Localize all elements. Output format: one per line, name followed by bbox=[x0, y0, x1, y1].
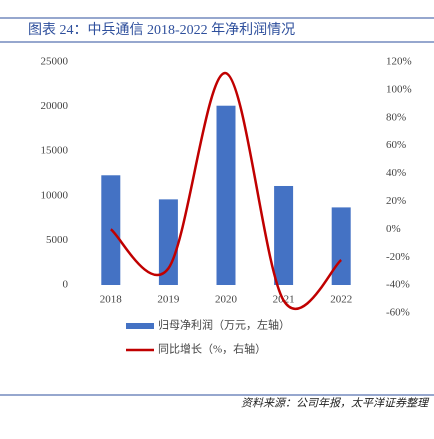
y-tick-label: 0 bbox=[63, 279, 69, 291]
y2-tick-label: 20% bbox=[386, 195, 406, 207]
x-tick-label: 2020 bbox=[215, 294, 238, 306]
y2-tick-label: -40% bbox=[386, 279, 410, 291]
y-tick-label: 15000 bbox=[41, 145, 69, 157]
line bbox=[109, 71, 343, 311]
bar bbox=[158, 199, 178, 285]
x-tick-label: 2018 bbox=[100, 294, 123, 306]
y2-tick-label: 120% bbox=[386, 56, 412, 68]
legend-swatch bbox=[126, 323, 154, 329]
y-tick-label: 5000 bbox=[46, 234, 69, 246]
y-tick-label: 10000 bbox=[41, 189, 69, 201]
bar bbox=[274, 185, 294, 285]
legend-label: 归母净利润（万元，左轴） bbox=[158, 318, 290, 332]
y2-tick-label: 40% bbox=[386, 167, 406, 179]
y-tick-label: 20000 bbox=[41, 100, 69, 112]
y2-tick-label: 80% bbox=[386, 111, 406, 123]
y-tick-label: 25000 bbox=[41, 56, 69, 68]
y2-tick-label: -20% bbox=[386, 251, 410, 263]
y2-tick-label: 100% bbox=[386, 83, 412, 95]
bar bbox=[216, 105, 236, 285]
y2-tick-label: 0% bbox=[386, 223, 401, 235]
bar bbox=[331, 207, 351, 285]
y2-tick-label: -60% bbox=[386, 307, 410, 319]
source: 资料来源：公司年报，太平洋证券整理 bbox=[241, 397, 430, 410]
legend-label: 同比增长（%，右轴） bbox=[158, 342, 266, 356]
y2-tick-label: 60% bbox=[386, 139, 406, 151]
x-tick-label: 2022 bbox=[330, 294, 352, 306]
chart-title: 图表 24：中兵通信 2018-2022 年净利润情况 bbox=[28, 22, 295, 38]
x-tick-label: 2019 bbox=[157, 294, 180, 306]
